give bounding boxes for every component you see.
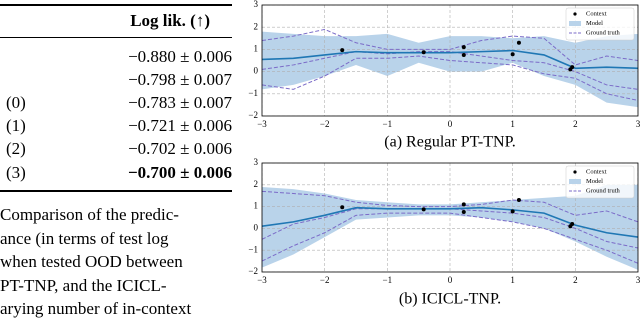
ground-truth-line: [262, 51, 638, 90]
context-point: [340, 205, 345, 210]
context-point: [516, 40, 521, 45]
x-tick-label: 0: [448, 275, 453, 285]
context-point: [340, 48, 345, 53]
caption-line: Comparison of the predic-: [0, 205, 179, 224]
legend-label: Context: [586, 168, 607, 175]
table-top-rule: [0, 4, 232, 6]
plot-area: [262, 5, 638, 116]
y-tick-label: 2: [254, 21, 259, 31]
plot-area: [262, 163, 638, 272]
context-point: [421, 207, 426, 212]
x-tick-label: 1: [510, 119, 515, 129]
model-mean: [262, 206, 638, 238]
cell-value: −0.700 ± 0.006: [127, 163, 232, 182]
legend-marker: [569, 21, 581, 26]
model-band: [262, 184, 638, 270]
model-band: [262, 31, 638, 108]
y-tick-label: 3: [254, 157, 259, 167]
x-tick-label: 3: [636, 119, 640, 129]
y-tick-label: −1: [248, 88, 258, 98]
y-tick-label: 3: [254, 0, 259, 9]
ground-truth-line: [262, 212, 638, 264]
context-point: [461, 210, 466, 215]
cell-value: −0.880 ± 0.006: [128, 47, 232, 66]
x-tick-label: 0: [448, 119, 453, 129]
legend-box: [565, 7, 635, 41]
cell-value: −0.702 ± 0.006: [128, 139, 232, 158]
figure-caption: (a) Regular PT-TNP.: [384, 134, 515, 151]
context-point: [461, 52, 466, 57]
x-tick-label: −1: [383, 119, 393, 129]
row-label: (2): [6, 139, 26, 158]
plot-frame: [261, 162, 639, 273]
legend-label: Model: [586, 178, 603, 185]
cell-value: −0.783 ± 0.007: [128, 93, 232, 112]
cell-value: −0.721 ± 0.006: [128, 116, 232, 135]
legend-label: Context: [586, 10, 607, 17]
legend-label: Model: [586, 20, 603, 27]
x-tick-label: −2: [320, 119, 330, 129]
caption-line: arying number of in-context: [0, 299, 192, 318]
x-tick-label: 1: [510, 275, 515, 285]
context-point: [421, 50, 426, 55]
ground-truth-line: [262, 190, 638, 223]
y-tick-label: 1: [254, 43, 259, 53]
context-point: [516, 198, 521, 203]
legend-label: Ground truth: [586, 187, 621, 194]
row-label: (3): [6, 163, 26, 182]
context-point: [461, 202, 466, 207]
y-tick-label: −2: [248, 110, 258, 120]
legend-box: [565, 165, 635, 199]
ground-truth-line: [262, 28, 638, 66]
table-mid-rule: [0, 37, 232, 38]
x-tick-label: 2: [573, 275, 578, 285]
caption-line: when tested OOD between: [0, 252, 183, 271]
x-tick-label: −3: [257, 275, 267, 285]
row-label: (1): [6, 116, 26, 135]
row-label: (0): [6, 93, 26, 112]
table-header: Log lik. (↑): [130, 11, 210, 30]
y-tick-label: 1: [254, 201, 259, 211]
x-tick-label: −3: [257, 119, 267, 129]
model-mean: [262, 49, 638, 70]
y-tick-label: 2: [254, 179, 259, 189]
y-tick-label: 0: [254, 222, 259, 232]
caption-line: PT-TNP, and the ICICL-: [0, 275, 167, 295]
x-tick-label: −2: [320, 275, 330, 285]
table-bottom-rule: [0, 190, 232, 192]
x-tick-label: 3: [636, 275, 640, 285]
context-point: [510, 209, 515, 214]
legend-label: Ground truth: [586, 29, 621, 36]
context-point: [510, 52, 515, 57]
y-tick-label: 0: [254, 66, 259, 76]
plot-frame: [261, 4, 639, 117]
cell-value: −0.798 ± 0.007: [128, 70, 232, 89]
caption-line: ance (in terms of test log: [0, 228, 169, 248]
legend-marker: [569, 179, 581, 184]
context-point: [570, 65, 575, 70]
figure-caption: (b) ICICL-TNP.: [399, 291, 501, 308]
x-tick-label: 2: [573, 119, 578, 129]
y-tick-label: −2: [248, 266, 258, 276]
legend-marker: [573, 170, 577, 174]
context-point: [461, 45, 466, 50]
legend-marker: [573, 12, 577, 16]
y-tick-label: −1: [248, 244, 258, 254]
x-tick-label: −1: [383, 275, 393, 285]
context-point: [570, 222, 575, 227]
